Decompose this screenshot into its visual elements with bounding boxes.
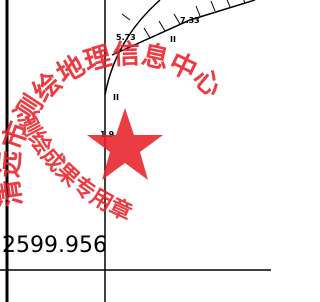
stamp-star (87, 108, 163, 180)
line-mark: II (170, 35, 176, 44)
edge-length: 7.33 (180, 16, 200, 25)
coordinate: 2599.956 (2, 233, 107, 258)
line-mark: II (113, 93, 119, 102)
map-view: 5.73 7.33 II II 1.9 2599.956 清远市测绘地理信息中心… (0, 0, 271, 302)
